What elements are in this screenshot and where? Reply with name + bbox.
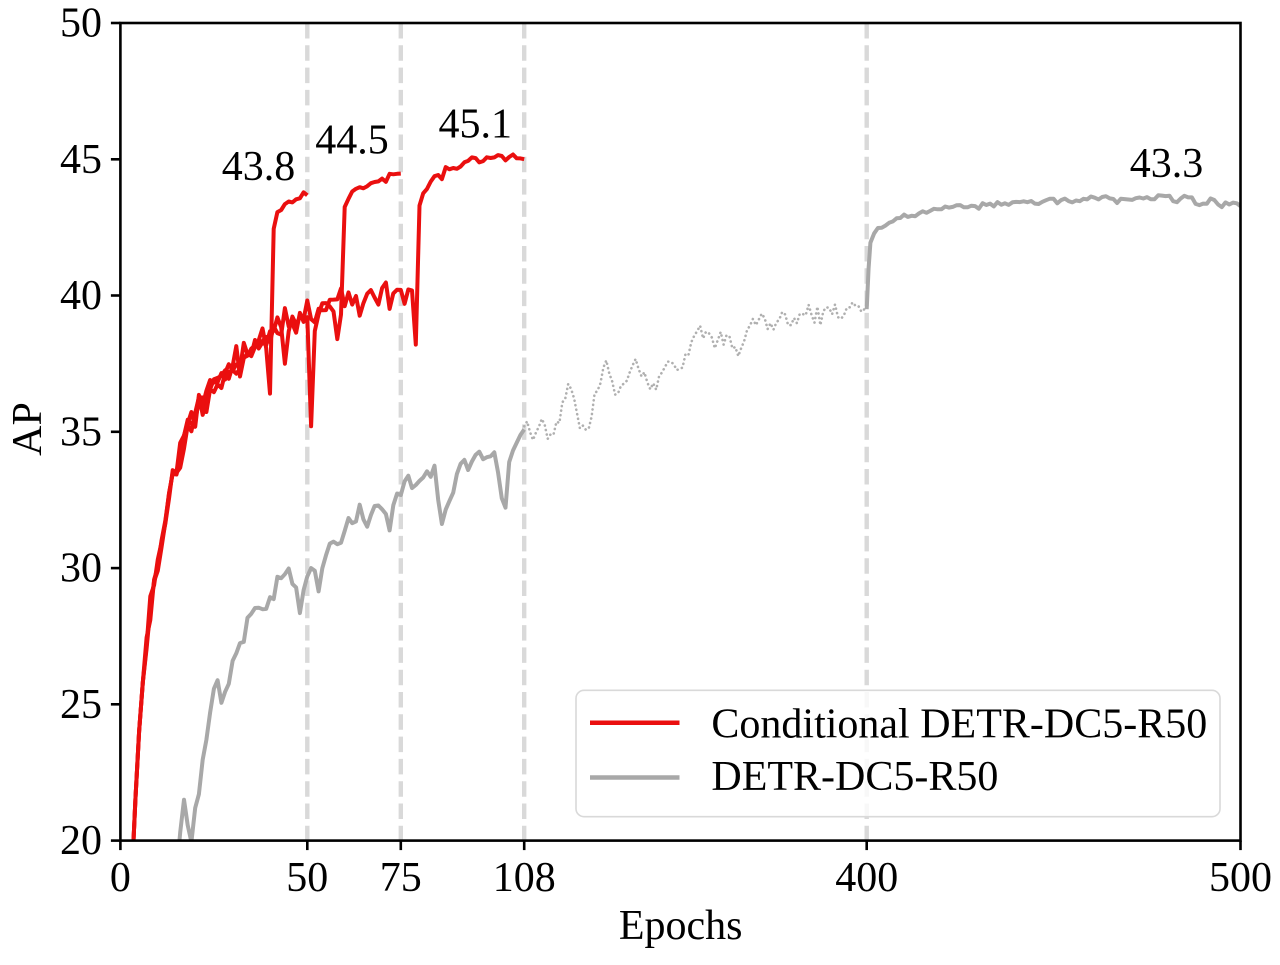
svg-text:400: 400 [835,855,898,901]
svg-text:75: 75 [380,855,422,901]
svg-text:DETR-DC5-R50: DETR-DC5-R50 [711,754,998,800]
svg-text:50: 50 [60,1,102,47]
svg-text:500: 500 [1209,855,1272,901]
svg-text:30: 30 [60,546,102,592]
svg-text:35: 35 [60,409,102,455]
svg-text:40: 40 [60,273,102,319]
svg-text:Conditional DETR-DC5-R50: Conditional DETR-DC5-R50 [711,702,1207,748]
svg-text:45.1: 45.1 [439,102,513,148]
svg-text:43.8: 43.8 [222,144,296,190]
svg-text:44.5: 44.5 [315,117,389,163]
svg-text:0: 0 [110,855,131,901]
svg-text:AP: AP [5,402,51,456]
svg-text:25: 25 [60,682,102,728]
svg-text:Epochs: Epochs [619,903,743,949]
svg-text:45: 45 [60,137,102,183]
svg-text:50: 50 [286,855,328,901]
svg-text:20: 20 [60,818,102,864]
svg-text:43.3: 43.3 [1130,141,1204,187]
svg-text:108: 108 [493,855,556,901]
